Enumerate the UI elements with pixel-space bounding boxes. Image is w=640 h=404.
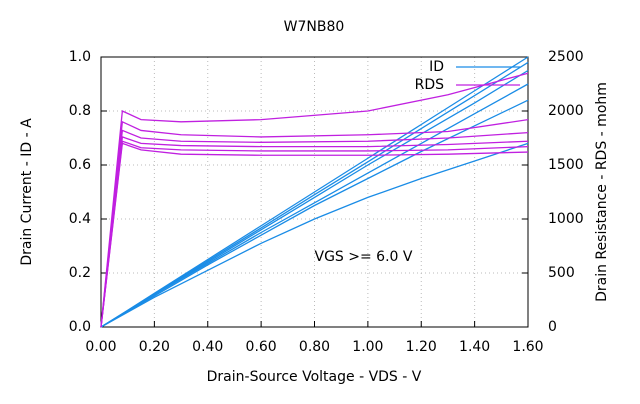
- curve: [100, 136, 529, 328]
- y-tick-label: 0.8: [69, 103, 91, 119]
- curve: [100, 118, 529, 328]
- y-tick-label: 0.2: [69, 265, 91, 281]
- curve: [100, 83, 529, 328]
- curve: [100, 129, 529, 328]
- x-tick-label: 1.00: [352, 339, 383, 355]
- x-tick-label: 0.80: [299, 339, 330, 355]
- legend-label: ID: [429, 59, 444, 75]
- curve: [100, 140, 529, 328]
- legend-label: RDS: [415, 77, 445, 93]
- y-tick-label: 1.0: [69, 49, 91, 65]
- x-tick-label: 0.00: [85, 339, 116, 355]
- y2-tick-label: 500: [548, 265, 575, 281]
- y2-tick-label: 2000: [548, 103, 584, 119]
- x-tick-label: 0.60: [246, 339, 277, 355]
- y-axis-label: Drain Current - ID - A: [19, 118, 35, 266]
- curve: [100, 99, 529, 328]
- curve: [100, 72, 529, 328]
- y2-tick-label: 2500: [548, 49, 584, 65]
- curve: [100, 61, 529, 328]
- chart-title: W7NB80: [284, 19, 345, 35]
- x-tick-label: 0.40: [192, 339, 223, 355]
- x-tick-label: 1.60: [512, 339, 543, 355]
- curve: [100, 142, 529, 328]
- y2-axis-label: Drain Resistance - RDS - mohm: [594, 82, 610, 302]
- y2-tick-label: 0: [548, 319, 557, 335]
- y-tick-label: 0.0: [69, 319, 91, 335]
- annotation: VGS >= 6.0 V: [315, 249, 413, 265]
- y2-tick-label: 1000: [548, 211, 584, 227]
- x-axis-label: Drain-Source Voltage - VDS - V: [207, 369, 422, 385]
- y-tick-label: 0.6: [69, 157, 91, 173]
- plot-frame: [100, 56, 529, 328]
- y-tick-label: 0.4: [69, 211, 91, 227]
- x-tick-label: 1.20: [406, 339, 437, 355]
- y2-tick-label: 1500: [548, 157, 584, 173]
- curve: [100, 142, 529, 328]
- x-tick-label: 0.20: [139, 339, 170, 355]
- x-tick-label: 1.40: [459, 339, 490, 355]
